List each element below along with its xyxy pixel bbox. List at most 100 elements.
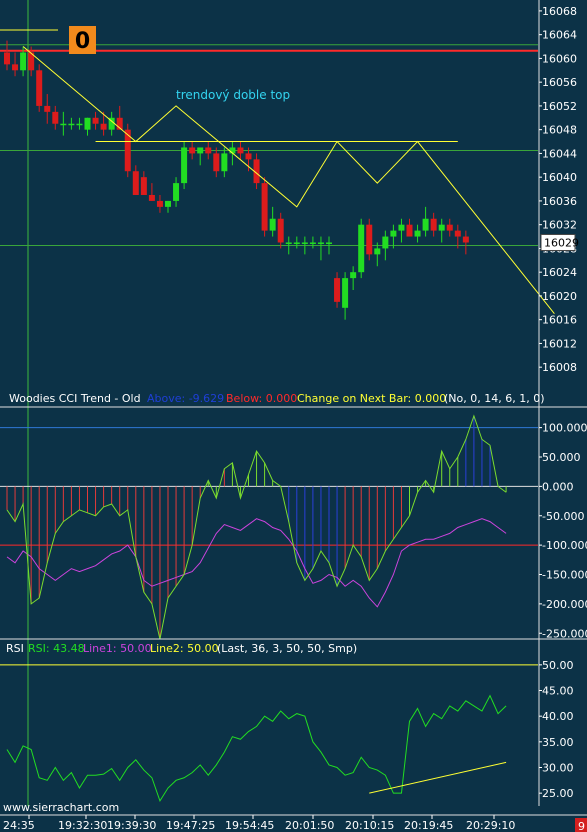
- candle-body: [253, 159, 260, 184]
- candle-body: [358, 224, 365, 273]
- cci-legend-item: Below: 0.000: [226, 392, 297, 405]
- candle-body: [108, 117, 115, 130]
- time-tick-label: 19:54:45: [225, 819, 274, 832]
- price-tick-label: 16044: [542, 147, 577, 160]
- current-price-box: [540, 233, 576, 251]
- time-tick-label: 20:29:10: [466, 819, 515, 832]
- candle-body: [229, 147, 236, 154]
- candle-body: [438, 224, 445, 231]
- candle-body: [414, 230, 421, 237]
- candle-body: [334, 278, 341, 302]
- candle-body: [189, 147, 196, 154]
- candle-body: [124, 129, 131, 172]
- price-tick-label: 16068: [542, 5, 577, 18]
- cci-turbo-line: [6, 518, 507, 608]
- candle-body: [165, 200, 171, 207]
- cci-legend-item: Change on Next Bar: 0.000: [297, 392, 446, 405]
- corner-badge-label: 9: [578, 820, 585, 832]
- cci-title: Woodies CCI Trend - Old: [9, 392, 141, 405]
- candle-body: [406, 224, 413, 237]
- candle-body: [12, 64, 19, 71]
- cci-tick-label: -100.000: [542, 539, 587, 552]
- candle-body: [342, 278, 349, 308]
- candle-body: [132, 171, 139, 195]
- candle-body: [366, 224, 373, 255]
- candle-body: [326, 242, 332, 244]
- candle-body: [261, 183, 268, 231]
- candle-body: [76, 123, 83, 126]
- candle-body: [148, 194, 155, 201]
- time-tick-label: 19:47:25: [166, 819, 215, 832]
- price-tick-label: 16012: [542, 337, 577, 350]
- marker-badge: [69, 26, 96, 54]
- candle-body: [285, 242, 292, 244]
- cci-legend-item: Above: -9.629: [147, 392, 224, 405]
- candle-body: [277, 218, 284, 243]
- candle-body: [301, 242, 308, 244]
- corner-badge: [575, 818, 587, 832]
- candle-body: [116, 117, 123, 130]
- cci-tick-label: -250.000: [542, 627, 587, 640]
- candle-body: [156, 200, 163, 207]
- rsi-tick-label: 40.00: [542, 710, 574, 723]
- current-price-label: 16029: [544, 236, 579, 249]
- candle-body: [20, 52, 27, 71]
- candle-body: [382, 236, 389, 249]
- rsi-legend-item: Line2: 50.00: [150, 642, 219, 655]
- candle-body: [84, 117, 91, 130]
- rsi-legend-item: (Last, 36, 3, 50, 50, Smp): [217, 642, 357, 655]
- price-tick-label: 16060: [542, 52, 577, 65]
- rsi-line: [6, 694, 507, 803]
- candle-body: [213, 153, 220, 172]
- marker-label: 0: [75, 29, 90, 54]
- rsi-tick-label: 50.00: [542, 659, 574, 672]
- rsi-tick-label: 45.00: [542, 685, 574, 698]
- candle-body: [28, 52, 35, 71]
- rsi-tick-label: 30.00: [542, 762, 574, 775]
- cci-legend-item: (No, 0, 14, 6, 1, 0): [444, 392, 545, 405]
- candle-body: [221, 153, 228, 172]
- candle-body: [92, 117, 99, 124]
- rsi-legend-item: RSI: 43.48: [28, 642, 85, 655]
- candle-body: [374, 248, 381, 255]
- cci-line: [6, 414, 507, 640]
- pattern-trend-line: [22, 46, 555, 315]
- candle-body: [390, 230, 397, 237]
- price-tick-label: 16056: [542, 76, 577, 89]
- candle-body: [100, 123, 107, 130]
- cci-tick-label: -200.000: [542, 598, 587, 611]
- candle-body: [237, 147, 244, 154]
- candle-body: [446, 224, 453, 231]
- price-tick-label: 16040: [542, 171, 577, 184]
- candle-body: [4, 52, 10, 65]
- rsi-tick-label: 35.00: [542, 736, 574, 749]
- rsi-title: RSI: [6, 642, 24, 655]
- time-tick-label: 19:32:30: [58, 819, 107, 832]
- price-tick-label: 16064: [542, 29, 577, 42]
- rsi-tick-label: 25.00: [542, 787, 574, 800]
- cci-tick-label: 0.000: [542, 480, 574, 493]
- price-tick-label: 16008: [542, 361, 577, 374]
- cci-tick-label: -150.000: [542, 569, 587, 582]
- cci-tick-label: 50.000: [542, 451, 581, 464]
- candle-body: [44, 105, 51, 112]
- candle-body: [317, 242, 324, 244]
- candle-body: [68, 123, 75, 126]
- candle-body: [36, 70, 43, 106]
- candle-body: [350, 272, 357, 279]
- candle-body: [181, 147, 188, 184]
- price-tick-label: 16016: [542, 314, 577, 327]
- time-tick-label: 20:19:45: [404, 819, 453, 832]
- candle-body: [140, 177, 147, 195]
- candle-body: [398, 224, 405, 231]
- candle-body: [462, 236, 469, 243]
- watermark: www.sierrachart.com: [3, 801, 119, 814]
- price-tick-label: 16024: [542, 266, 577, 279]
- candle-body: [197, 147, 204, 154]
- price-tick-label: 16032: [542, 219, 577, 232]
- time-tick-label: 20:10:15: [345, 819, 394, 832]
- rsi-divergence-line: [369, 761, 507, 794]
